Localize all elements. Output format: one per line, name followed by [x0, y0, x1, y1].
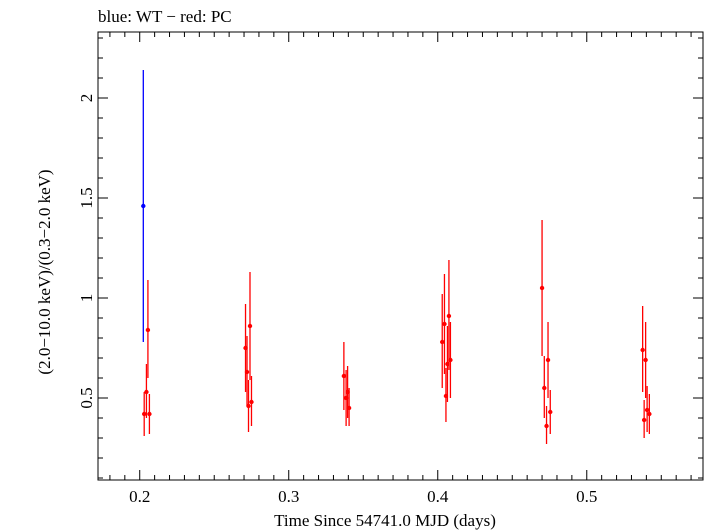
- data-point-pc: [448, 357, 453, 363]
- tick-labels: 0.2 0.3 0.4 0.5 0.5 1 1.5 2: [77, 94, 597, 506]
- data-point-pc: [640, 347, 645, 353]
- y-tick-label: 1.5: [77, 187, 96, 208]
- data-point-pc: [247, 323, 253, 329]
- plot-frame: [97, 31, 704, 481]
- chart-title: blue: WT − red: PC: [98, 7, 232, 26]
- data-point-pc: [548, 409, 553, 415]
- data-points: [141, 70, 652, 444]
- x-tick-label: 0.4: [427, 487, 449, 506]
- data-point-pc: [442, 321, 447, 327]
- data-point-pc: [539, 285, 545, 291]
- data-point-pc: [440, 339, 445, 345]
- data-point-pc: [542, 385, 547, 391]
- data-point-pc: [644, 407, 650, 413]
- data-point-pc: [647, 411, 652, 417]
- data-point-pc: [341, 373, 347, 379]
- data-point-pc: [545, 357, 551, 363]
- data-point-pc: [145, 327, 151, 333]
- x-tick-label: 0.3: [278, 487, 299, 506]
- data-point-pc: [544, 423, 549, 429]
- y-tick-label: 2: [77, 94, 96, 103]
- data-point-pc: [249, 399, 254, 405]
- y-tick-label: 0.5: [77, 387, 96, 408]
- axis-ticks: [98, 32, 703, 480]
- y-axis-label: (2.0−10.0 keV)/(0.3−2.0 keV): [35, 169, 54, 374]
- x-tick-label: 0.2: [129, 487, 150, 506]
- x-tick-label: 0.5: [576, 487, 597, 506]
- data-point-pc: [244, 369, 250, 375]
- y-tick-label: 1: [77, 294, 96, 303]
- data-point-pc: [141, 411, 147, 417]
- data-point-pc: [147, 411, 152, 417]
- data-point-pc: [246, 403, 251, 409]
- data-point-pc: [144, 389, 149, 395]
- data-point-wt: [141, 203, 146, 209]
- data-point-pc: [641, 417, 647, 423]
- data-point-pc: [446, 313, 452, 319]
- data-point-pc: [346, 405, 352, 411]
- x-axis-label: Time Since 54741.0 MJD (days): [274, 511, 496, 530]
- data-point-pc: [643, 357, 648, 363]
